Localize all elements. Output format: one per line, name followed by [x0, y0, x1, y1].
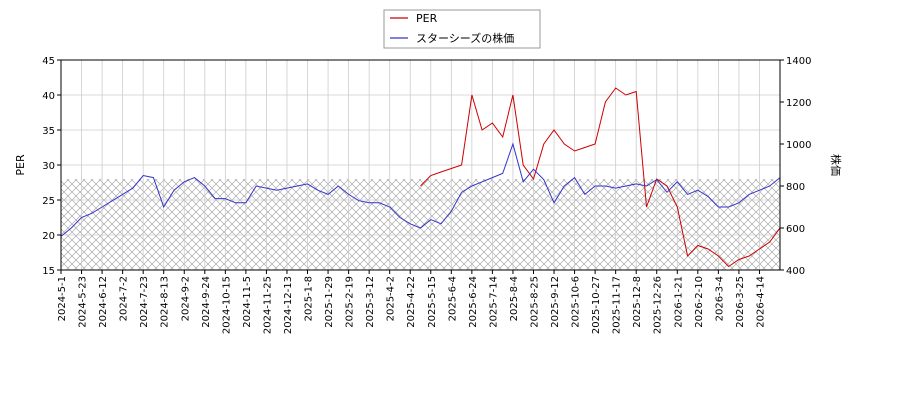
- x-tick-label: 2025-2-19: [345, 276, 356, 328]
- per-line: [420, 87, 780, 268]
- x-tick-label: 2025-8-4: [509, 276, 520, 321]
- x-tick-label: 2024-6-12: [98, 276, 109, 328]
- x-tick-label: 2024-7-2: [119, 276, 130, 321]
- x-tick-label: 2025-1-29: [324, 276, 335, 328]
- x-tick-label: 2025-8-25: [529, 276, 540, 328]
- x-tick-label: 2024-5-23: [78, 276, 89, 328]
- y-left-axis: 15 20 25 30 35 40 45: [42, 56, 61, 277]
- x-axis: 2024-5-1 2024-5-23 2024-6-12 2024-7-2 2024-7…: [57, 270, 766, 334]
- x-tick-label: 2026-4-14: [755, 276, 766, 328]
- x-tick-label: 2024-11-5: [242, 276, 253, 328]
- legend-label-per: PER: [416, 12, 438, 25]
- series-lines: [61, 87, 780, 268]
- x-tick-label: 2025-3-12: [365, 276, 376, 328]
- x-tick-label: 2025-9-12: [550, 276, 561, 328]
- x-tick-label: 2025-10-6: [571, 276, 582, 328]
- legend-label-price: スターシーズの株価: [416, 31, 514, 45]
- grid-lines: [60, 59, 780, 271]
- y-right-axis: 400 600 800 1000 1200 1400: [780, 56, 811, 277]
- y-left-tick-label: 40: [42, 91, 55, 102]
- x-tick-label: 2025-7-14: [488, 276, 499, 328]
- x-tick-label: 2025-12-8: [632, 276, 643, 328]
- y-right-tick-label: 1000: [786, 140, 811, 151]
- y-left-tick-label: 15: [42, 266, 55, 277]
- x-tick-label: 2025-12-26: [653, 276, 664, 334]
- y-left-tick-label: 25: [42, 196, 55, 207]
- y-right-tick-label: 1200: [786, 98, 811, 109]
- y-left-axis-title: PER: [14, 154, 27, 176]
- x-tick-label: 2024-9-24: [201, 276, 212, 328]
- x-tick-label: 2025-10-27: [591, 276, 602, 334]
- x-tick-label: 2025-1-8: [304, 276, 315, 321]
- x-tick-label: 2026-1-21: [673, 276, 684, 328]
- x-tick-label: 2026-3-25: [735, 276, 746, 328]
- y-right-tick-label: 600: [786, 224, 805, 235]
- y-left-tick-label: 30: [42, 161, 55, 172]
- x-tick-label: 2025-6-24: [468, 276, 479, 328]
- x-tick-label: 2025-4-2: [386, 276, 397, 321]
- x-tick-label: 2024-11-25: [262, 276, 273, 334]
- x-tick-label: 2026-3-4: [714, 276, 725, 321]
- x-tick-label: 2025-11-17: [612, 276, 623, 334]
- hatched-band: [61, 179, 780, 270]
- x-tick-label: 2025-4-22: [406, 276, 417, 328]
- legend: PER スターシーズの株価: [383, 9, 541, 49]
- y-left-tick-label: 20: [42, 231, 55, 242]
- y-right-tick-label: 800: [786, 182, 805, 193]
- y-left-tick-label: 35: [42, 126, 55, 137]
- x-tick-label: 2024-5-1: [57, 276, 68, 321]
- x-tick-label: 2024-12-13: [283, 276, 294, 334]
- y-right-axis-title: 株価: [829, 154, 843, 176]
- y-right-tick-label: 400: [786, 266, 805, 277]
- x-tick-label: 2025-6-4: [447, 276, 458, 321]
- x-tick-label: 2025-5-15: [427, 276, 438, 328]
- x-tick-label: 2024-10-15: [221, 276, 232, 334]
- x-tick-label: 2024-7-23: [139, 276, 150, 328]
- y-left-tick-label: 45: [42, 56, 55, 67]
- stock-price-line: [61, 142, 780, 237]
- y-right-tick-label: 1400: [786, 56, 811, 67]
- x-tick-label: 2024-9-2: [180, 276, 191, 321]
- x-tick-label: 2026-2-10: [694, 276, 705, 328]
- legend-box: [383, 9, 541, 49]
- x-tick-label: 2024-8-13: [160, 276, 171, 328]
